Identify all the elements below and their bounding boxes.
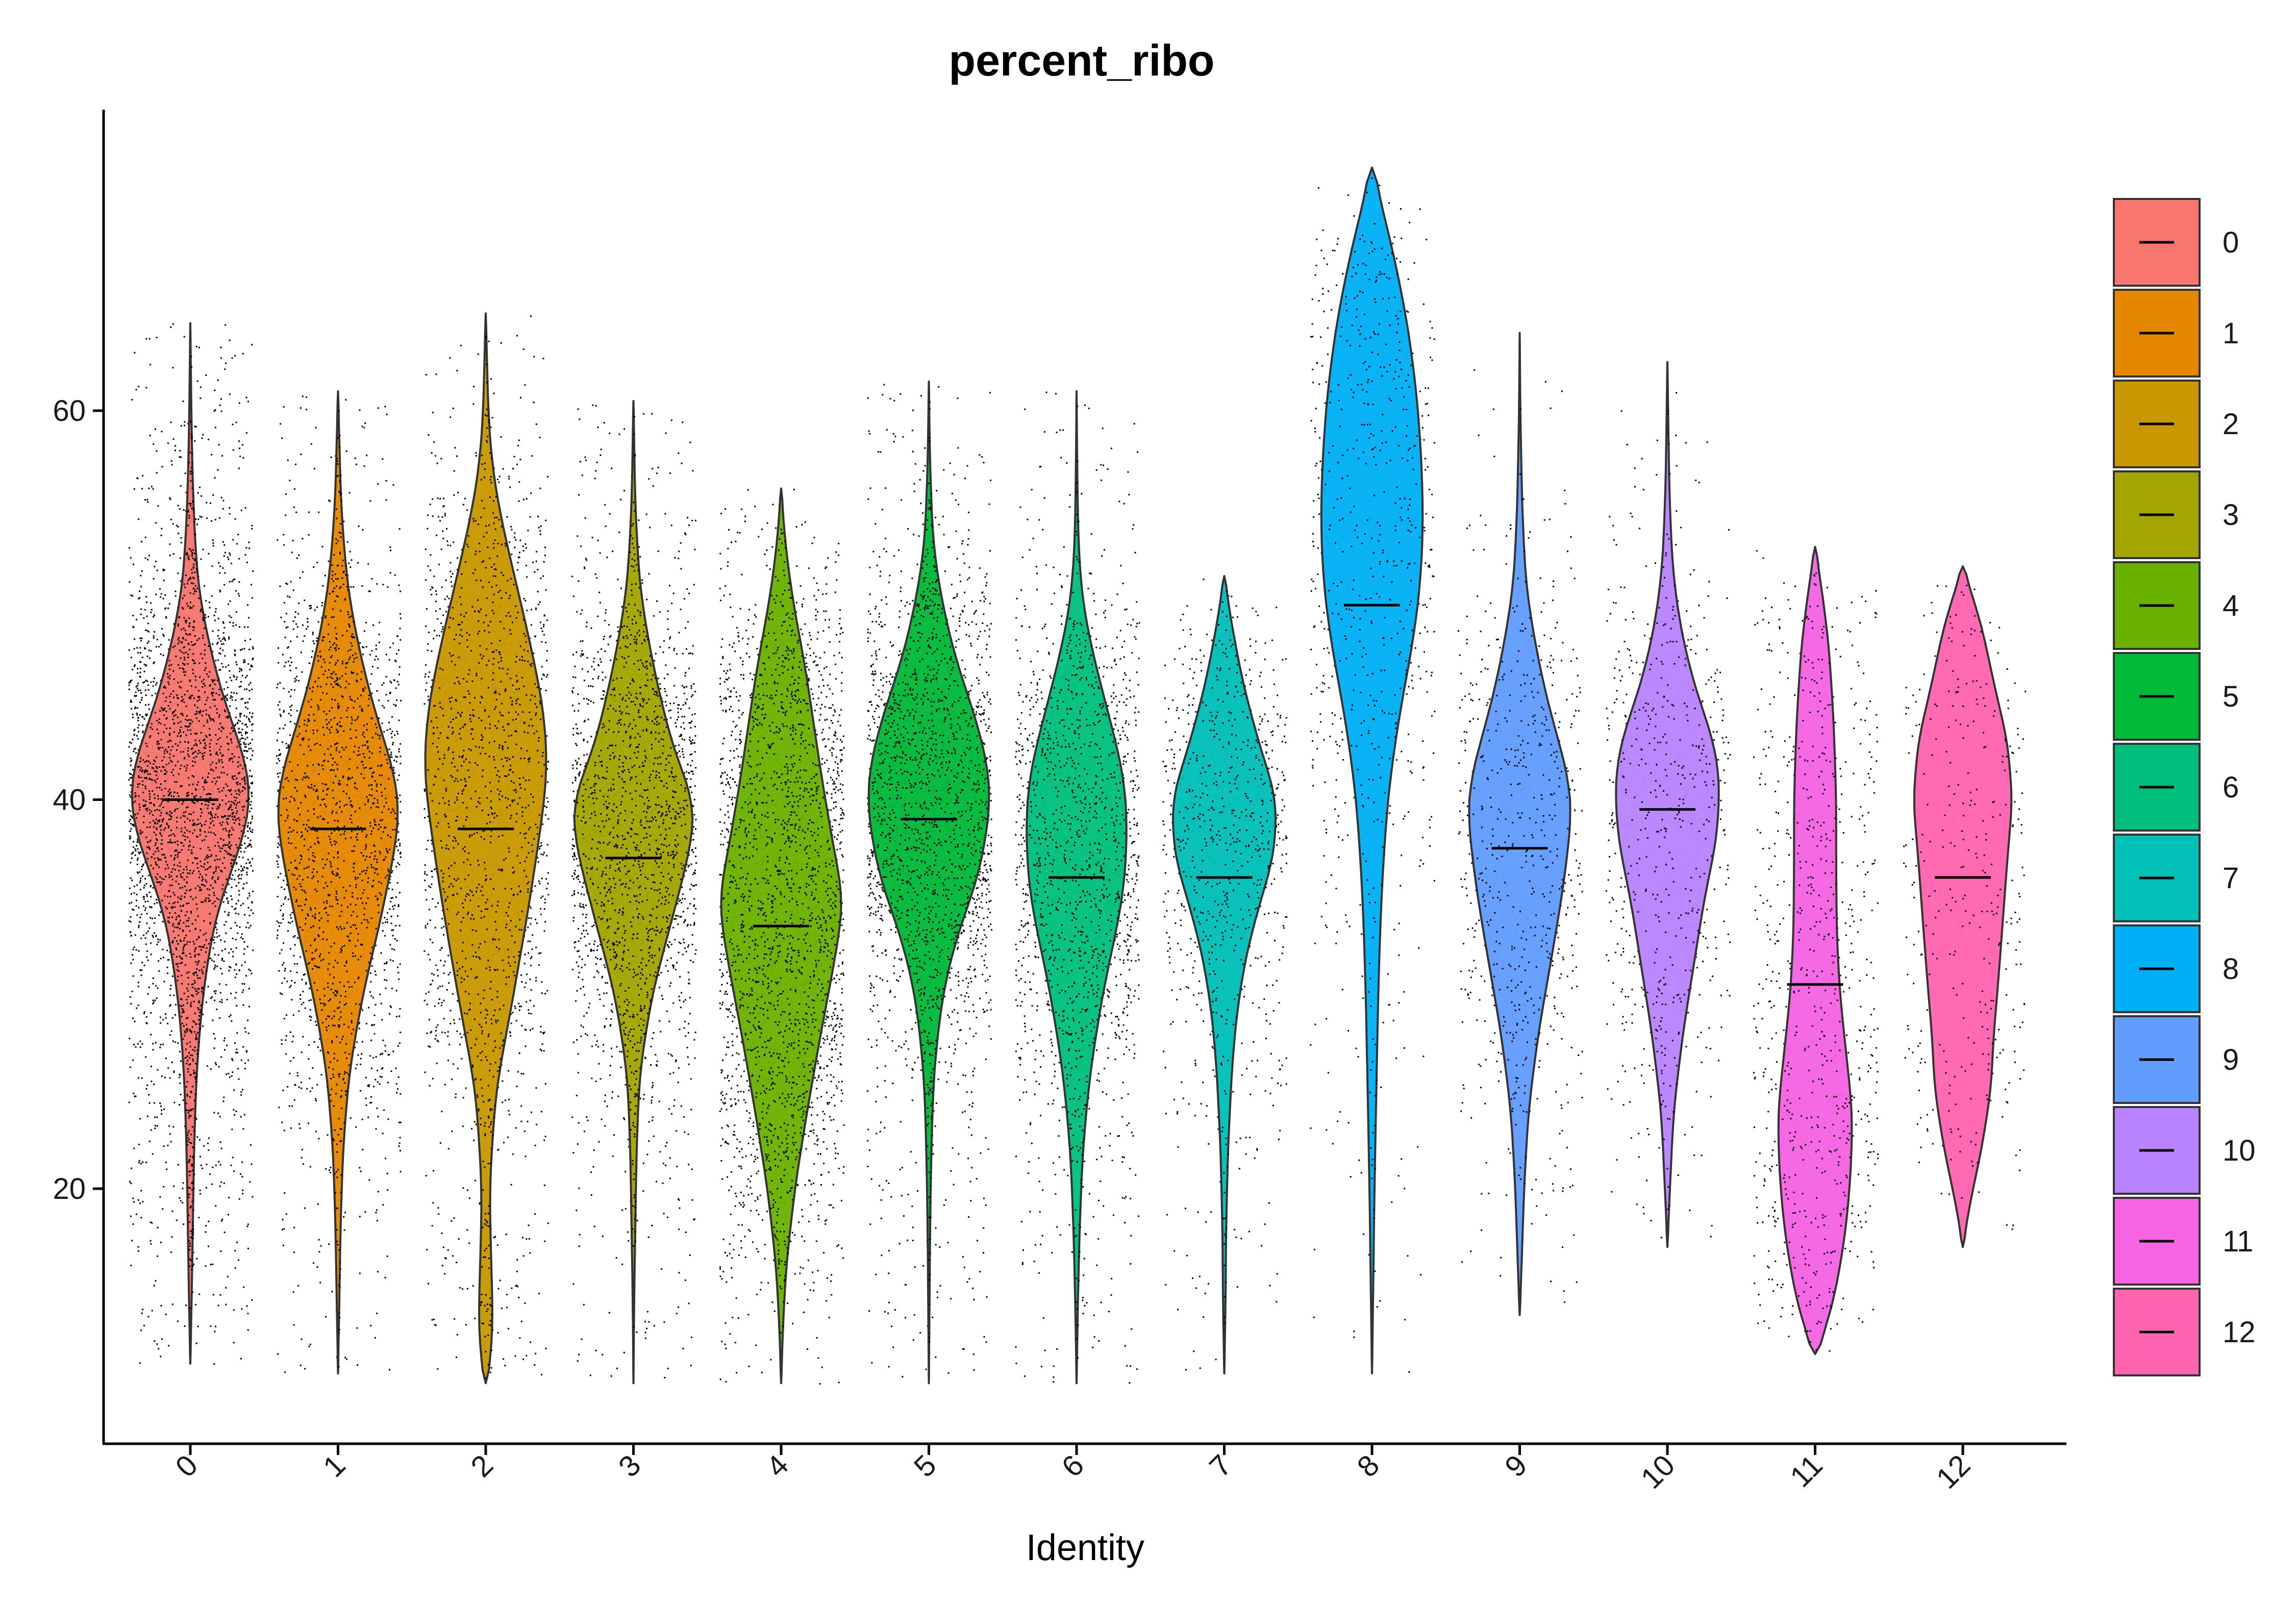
legend-item-12: 12	[2113, 1288, 2256, 1376]
legend-item-3: 3	[2113, 470, 2239, 559]
legend-item-4: 4	[2113, 561, 2239, 650]
violin-points-7	[1176, 590, 1273, 1324]
violin-group-11	[1777, 545, 1853, 1355]
legend-key-9	[2113, 1015, 2201, 1104]
violin-group-8	[1320, 166, 1424, 1375]
y-tick-label-20: 20	[53, 1172, 86, 1206]
violin-3	[573, 399, 694, 1385]
axes	[102, 110, 2066, 1445]
legend-label-1: 1	[2223, 317, 2239, 350]
violin-2	[424, 312, 547, 1385]
violins	[131, 166, 2013, 1385]
legend-item-2: 2	[2113, 380, 2239, 468]
legend-label-2: 2	[2223, 408, 2239, 441]
violin-group-5	[867, 380, 990, 1385]
legend-label-9: 9	[2223, 1043, 2239, 1076]
violin-0	[131, 322, 249, 1365]
violin-group-12	[1913, 565, 2013, 1248]
legend-label-4: 4	[2223, 589, 2239, 622]
legend-label-7: 7	[2223, 862, 2239, 895]
legend-item-8: 8	[2113, 924, 2239, 1013]
violin-1	[277, 390, 399, 1375]
violin-points-4	[722, 529, 841, 1334]
violin-6	[1026, 390, 1128, 1385]
violin-group-9	[1468, 332, 1571, 1316]
violin-10	[1615, 361, 1720, 1248]
legend-item-7: 7	[2113, 834, 2239, 922]
violin-group-7	[1171, 575, 1277, 1375]
legend-label-10: 10	[2223, 1134, 2256, 1167]
violin-group-1	[277, 390, 399, 1375]
y-tick-label-60: 60	[53, 394, 86, 428]
legend-item-10: 10	[2113, 1106, 2256, 1195]
legend-key-0	[2113, 198, 2201, 287]
y-ticks: 20 40 60	[53, 394, 104, 1206]
violin-group-6	[1026, 390, 1128, 1385]
chart-title: percent_ribo	[949, 36, 1215, 85]
violin-11	[1777, 545, 1853, 1355]
legend-label-11: 11	[2223, 1225, 2253, 1258]
legend-label-6: 6	[2223, 771, 2239, 804]
legend-item-11: 11	[2113, 1197, 2253, 1286]
legend-label-12: 12	[2223, 1316, 2256, 1349]
x-axis-title: Identity	[1026, 1527, 1144, 1568]
legend-key-7	[2113, 834, 2201, 922]
violin-9	[1468, 332, 1571, 1316]
violin-group-4	[720, 487, 842, 1385]
legend-item-0: 0	[2113, 198, 2239, 287]
violin-group-0	[131, 322, 250, 1365]
violin-group-10	[1615, 361, 1720, 1248]
violin-group-2	[424, 312, 547, 1385]
legend-label-0: 0	[2223, 226, 2239, 259]
violin-group-3	[573, 399, 694, 1385]
violin-7	[1171, 575, 1277, 1375]
violin-5	[867, 380, 990, 1385]
violin-12	[1913, 565, 2013, 1248]
y-tick-label-40: 40	[53, 784, 86, 817]
legend-label-8: 8	[2223, 952, 2239, 986]
violin-8	[1320, 166, 1424, 1375]
legend-item-9: 9	[2113, 1015, 2239, 1104]
legend-label-5: 5	[2223, 680, 2239, 713]
legend-item-6: 6	[2113, 743, 2239, 832]
legend-item-5: 5	[2113, 652, 2239, 741]
violin-4	[720, 487, 842, 1385]
legend-label-3: 3	[2223, 498, 2239, 532]
legend-item-1: 1	[2113, 289, 2239, 378]
